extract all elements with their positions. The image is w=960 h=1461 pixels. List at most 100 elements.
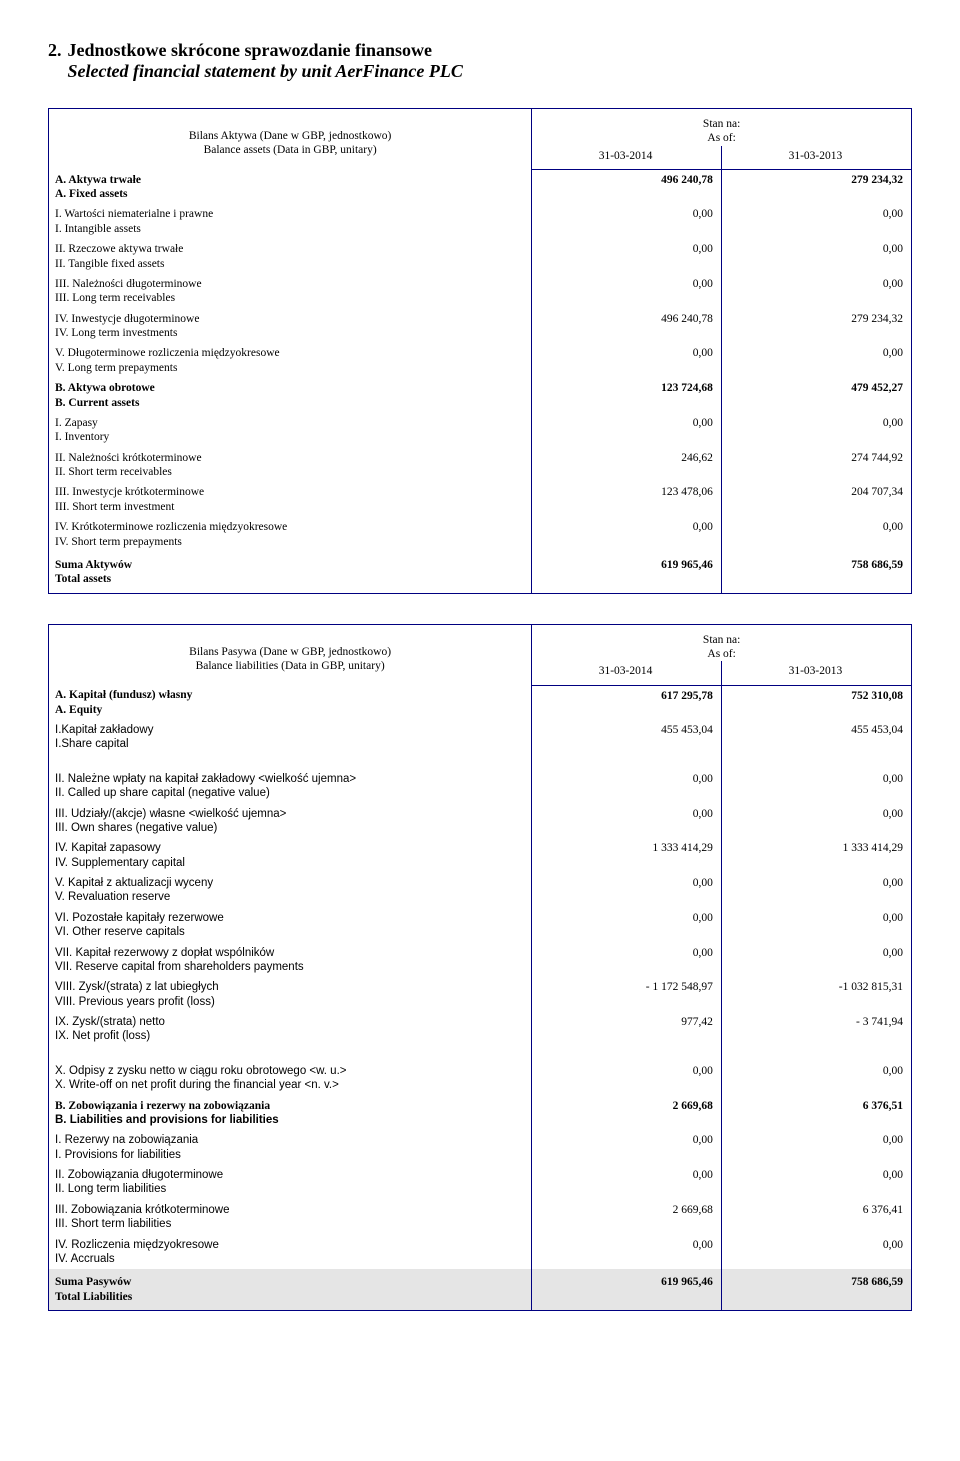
liab-row: I. Rezerwy na zobowiązaniaI. Provisions … xyxy=(49,1130,911,1165)
liab-row: VI. Pozostałe kapitały rezerwoweVI. Othe… xyxy=(49,908,911,943)
assets-row: IV. Krótkoterminowe rozliczenia międzyok… xyxy=(49,517,911,552)
section-heading: 2. Jednostkowe skrócone sprawozdanie fin… xyxy=(48,40,912,82)
assets-label-en: II. Tangible fixed assets xyxy=(55,258,164,270)
liab-label: VIII. Zysk/(strata) z lat ubiegłychVIII.… xyxy=(49,977,532,1012)
assets-v2: 0,00 xyxy=(721,239,911,274)
assets-label-en: B. Current assets xyxy=(55,397,139,409)
liab-label-pl: II. Należne wpłaty na kapitał zakładowy … xyxy=(55,773,356,785)
liab-sum-en: Total Liabilities xyxy=(55,1291,132,1303)
assets-label-pl: I. Wartości niematerialne i prawne xyxy=(55,208,213,220)
liab-v1: 0,00 xyxy=(532,804,722,839)
assets-label-pl: I. Zapasy xyxy=(55,417,98,429)
liab-row: A. Kapitał (fundusz) własny A. Equity 617 … xyxy=(49,685,911,720)
liab-v2: 1 333 414,29 xyxy=(721,838,911,873)
liab-label-pl: II. Zobowiązania długoterminowe xyxy=(55,1169,223,1181)
assets-v2: 279 234,32 xyxy=(721,309,911,344)
liab-row: I.Kapitał zakładowy I.Share capital 455 45… xyxy=(49,720,911,755)
assets-table-wrap: Bilans Aktywa (Dane w GBP, jednostkowo) … xyxy=(48,108,912,594)
assets-v2: 204 707,34 xyxy=(721,482,911,517)
liab-row: VIII. Zysk/(strata) z lat ubiegłychVIII.… xyxy=(49,977,911,1012)
liab-v2: 0,00 xyxy=(721,1130,911,1165)
assets-sum-label: Suma Aktywów Total assets xyxy=(49,552,532,593)
assets-label-en: III. Long term receivables xyxy=(55,292,175,304)
assets-v1: 246,62 xyxy=(532,448,722,483)
liab-label-en: I. Provisions for liabilities xyxy=(55,1149,181,1161)
assets-stan-pl: Stan na: xyxy=(703,118,740,130)
liab-v2: 455 453,04 xyxy=(721,720,911,755)
assets-sum-en: Total assets xyxy=(55,573,111,585)
liab-v2: 752 310,08 xyxy=(721,685,911,720)
heading-title: Jednostkowe skrócone sprawozdanie finans… xyxy=(68,40,433,60)
assets-sum-v1: 619 965,46 xyxy=(532,552,722,593)
assets-v2: 0,00 xyxy=(721,413,911,448)
liab-label: II. Należne wpłaty na kapitał zakładowy … xyxy=(49,769,532,804)
liab-row: IV. Rozliczenia międzyokresoweIV. Accrua… xyxy=(49,1235,911,1270)
heading-subtitle: Selected financial statement by unit Aer… xyxy=(68,61,463,81)
liab-label-en: IX. Net profit (loss) xyxy=(55,1030,150,1042)
liab-v1: 0,00 xyxy=(532,873,722,908)
assets-v2: 0,00 xyxy=(721,517,911,552)
assets-label: A. Aktywa trwałeA. Fixed assets xyxy=(49,170,532,205)
assets-label-pl: IV. Krótkoterminowe rozliczenia międzyok… xyxy=(55,521,287,533)
liab-row: II. Należne wpłaty na kapitał zakładowy … xyxy=(49,769,911,804)
assets-row: IV. Inwestycje długoterminoweIV. Long te… xyxy=(49,309,911,344)
assets-table: Bilans Aktywa (Dane w GBP, jednostkowo) … xyxy=(49,109,911,593)
assets-v1: 496 240,78 xyxy=(532,170,722,205)
liab-row: IV. Kapitał zapasowyIV. Supplementary ca… xyxy=(49,838,911,873)
liab-v2: 6 376,41 xyxy=(721,1200,911,1235)
liab-header-en: Balance liabilities (Data in GBP, unitar… xyxy=(196,660,385,672)
liab-label: III. Udziały/(akcje) własne <wielkość uj… xyxy=(49,804,532,839)
liab-row: IX. Zysk/(strata) nettoIX. Net profit (l… xyxy=(49,1012,911,1047)
assets-v1: 123 724,68 xyxy=(532,378,722,413)
assets-row: III. Należności długoterminoweIII. Long … xyxy=(49,274,911,309)
liab-v2: 0,00 xyxy=(721,943,911,978)
liab-label-en: III. Own shares (negative value) xyxy=(55,822,217,834)
liab-date2: 31-03-2013 xyxy=(721,661,911,685)
liab-v1: - 1 172 548,97 xyxy=(532,977,722,1012)
assets-label-pl: II. Należności krótkoterminowe xyxy=(55,452,202,464)
assets-row: B. Aktywa obrotowe B. Current assets 123 7… xyxy=(49,378,911,413)
liab-label-pl: III. Udziały/(akcje) własne <wielkość uj… xyxy=(55,808,286,820)
liab-label: IX. Zysk/(strata) nettoIX. Net profit (l… xyxy=(49,1012,532,1047)
assets-row: I. ZapasyI. Inventory0,000,00 xyxy=(49,413,911,448)
liab-v1: 617 295,78 xyxy=(532,685,722,720)
assets-v1: 496 240,78 xyxy=(532,309,722,344)
liab-label-en: A. Equity xyxy=(55,704,102,716)
liab-label: IV. Kapitał zapasowyIV. Supplementary ca… xyxy=(49,838,532,873)
assets-label: II. Rzeczowe aktywa trwałeII. Tangible f… xyxy=(49,239,532,274)
liab-v2: 0,00 xyxy=(721,873,911,908)
liab-label: I.Kapitał zakładowy I.Share capital xyxy=(49,720,532,755)
assets-v2: 0,00 xyxy=(721,343,911,378)
liab-label-pl: IV. Kapitał zapasowy xyxy=(55,842,161,854)
assets-label-en: I. Intangible assets xyxy=(55,223,141,235)
liab-v1: 0,00 xyxy=(532,908,722,943)
assets-label: III. Należności długoterminoweIII. Long … xyxy=(49,274,532,309)
assets-header-en: Balance assets (Data in GBP, unitary) xyxy=(204,144,377,156)
liab-label-pl: I.Kapitał zakładowy xyxy=(55,724,153,736)
liab-label-pl: A. Kapitał (fundusz) własny xyxy=(55,689,192,701)
liabilities-table-wrap: Bilans Pasywa (Dane w GBP, jednostkowo) … xyxy=(48,624,912,1311)
liab-label: II. Zobowiązania długoterminoweII. Long … xyxy=(49,1165,532,1200)
liab-label-en: VII. Reserve capital from shareholders p… xyxy=(55,961,304,973)
liab-v2: 0,00 xyxy=(721,804,911,839)
assets-v2: 479 452,27 xyxy=(721,378,911,413)
liab-label-en: X. Write-off on net profit during the fi… xyxy=(55,1079,339,1091)
liab-label-pl: VII. Kapitał rezerwowy z dopłat wspólnik… xyxy=(55,947,274,959)
assets-label-pl: B. Aktywa obrotowe xyxy=(55,382,155,394)
assets-row: I. Wartości niematerialne i prawne I. Int… xyxy=(49,204,911,239)
assets-v2: 0,00 xyxy=(721,274,911,309)
liab-header-title: Bilans Pasywa (Dane w GBP, jednostkowo) … xyxy=(49,625,532,686)
assets-label: II. Należności krótkoterminoweII. Short … xyxy=(49,448,532,483)
liab-row: V. Kapitał z aktualizacji wycenyV. Reval… xyxy=(49,873,911,908)
liab-row: VII. Kapitał rezerwowy z dopłat wspólnik… xyxy=(49,943,911,978)
liab-label: X. Odpisy z zysku netto w ciągu roku obr… xyxy=(49,1061,532,1096)
heading-number: 2. xyxy=(48,40,62,61)
liab-label-en: I.Share capital xyxy=(55,738,129,750)
assets-label: I. ZapasyI. Inventory xyxy=(49,413,532,448)
liab-sum-pl: Suma Pasywów xyxy=(55,1276,131,1288)
liab-v2: 0,00 xyxy=(721,769,911,804)
liab-label-en: VIII. Previous years profit (loss) xyxy=(55,996,215,1008)
assets-label-pl: A. Aktywa trwałe xyxy=(55,174,141,186)
liab-label: V. Kapitał z aktualizacji wycenyV. Reval… xyxy=(49,873,532,908)
assets-stan-en: As of: xyxy=(707,132,735,144)
